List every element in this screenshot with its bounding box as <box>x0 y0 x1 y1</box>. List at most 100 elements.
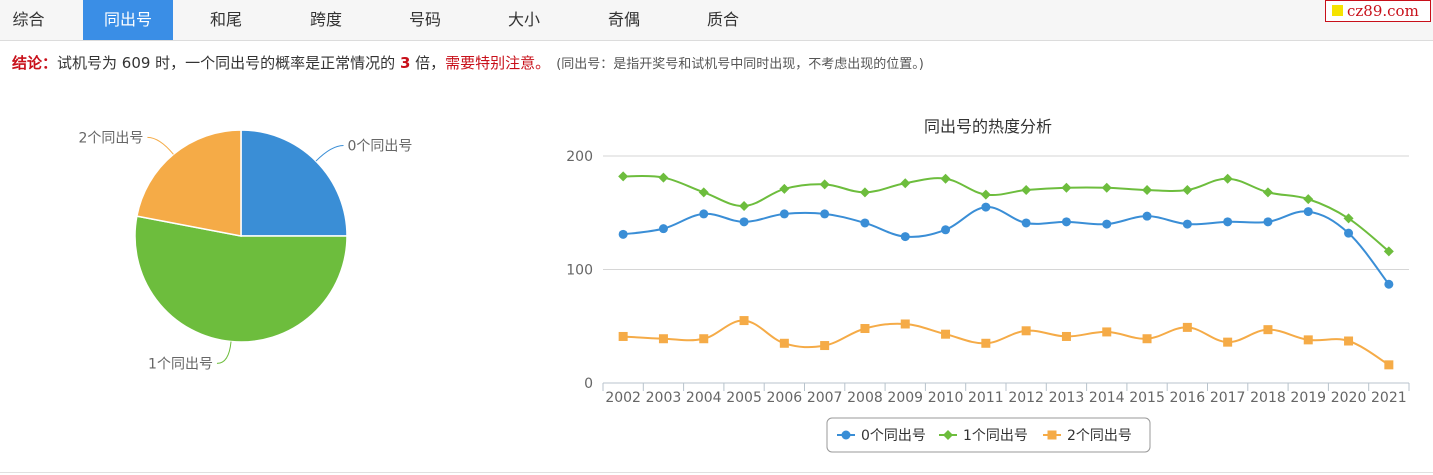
data-point <box>1061 182 1072 193</box>
data-point <box>981 338 991 348</box>
pie-slice <box>136 129 242 237</box>
data-point <box>658 334 668 344</box>
data-point <box>1021 218 1031 228</box>
data-point <box>900 319 910 329</box>
conclusion-multiple: 3 <box>399 54 411 72</box>
tab-span[interactable]: 跨度 <box>309 10 342 29</box>
series-line <box>623 319 1390 366</box>
pie-leader-line <box>147 136 174 155</box>
data-point <box>941 225 951 235</box>
x-tick-label: 2013 <box>1049 390 1085 406</box>
x-tick-label: 2017 <box>1210 390 1246 406</box>
data-point <box>739 200 750 211</box>
pie-label: 2个同出号 <box>78 130 143 146</box>
data-point <box>1343 213 1354 224</box>
x-tick-label: 2015 <box>1129 390 1165 406</box>
x-tick-label: 2008 <box>847 390 883 406</box>
x-tick-label: 2011 <box>968 390 1004 406</box>
data-point <box>779 183 790 194</box>
data-point <box>1384 360 1394 370</box>
tab-prime-composite[interactable]: 质合 <box>706 10 739 29</box>
data-point <box>1142 334 1152 344</box>
legend-marker <box>943 430 953 440</box>
data-point <box>1263 217 1273 227</box>
pie-leader-line <box>315 144 344 162</box>
data-point <box>1223 217 1233 227</box>
legend-box <box>826 417 1151 453</box>
data-point <box>1384 279 1394 289</box>
conclusion-warning: 需要特别注意。 <box>445 54 551 72</box>
legend-label: 1个同出号 <box>963 428 1028 444</box>
pie-label: 0个同出号 <box>348 138 413 154</box>
data-point <box>618 229 628 239</box>
pie-leader-line <box>216 341 232 364</box>
tab-sum-tail[interactable]: 和尾 <box>209 10 242 29</box>
data-point <box>1102 219 1112 229</box>
conclusion-note: (同出号：是指开奖号和试机号中同时出现，不考虑出现的位置。) <box>556 57 924 72</box>
x-tick-label: 2009 <box>887 390 923 406</box>
x-tick-label: 2019 <box>1290 390 1326 406</box>
pie-label: 1个同出号 <box>148 356 213 372</box>
data-point <box>940 173 951 184</box>
data-point <box>779 209 789 219</box>
data-point <box>1303 207 1313 217</box>
data-point <box>1303 194 1314 205</box>
data-point <box>1061 331 1071 341</box>
data-point <box>1303 335 1313 345</box>
x-tick-label: 2020 <box>1331 390 1367 406</box>
tab-odd-even[interactable]: 奇偶 <box>607 10 640 29</box>
data-point <box>658 224 668 234</box>
data-point <box>699 209 709 219</box>
data-point <box>820 341 830 351</box>
x-tick-label: 2002 <box>605 390 641 406</box>
data-point <box>1262 187 1273 198</box>
logo-square-icon <box>1332 5 1343 16</box>
data-point <box>1102 327 1112 337</box>
data-point <box>699 334 709 344</box>
legend-marker <box>1047 430 1057 440</box>
data-point <box>1222 173 1233 184</box>
x-tick-label: 2021 <box>1371 390 1407 406</box>
site-logo[interactable]: cz89.com <box>1325 0 1431 22</box>
x-tick-label: 2010 <box>928 390 964 406</box>
logo-text: cz89.com <box>1347 2 1419 20</box>
x-tick-label: 2007 <box>807 390 843 406</box>
series-line <box>623 206 1390 285</box>
tab-numbers[interactable]: 号码 <box>408 10 441 29</box>
data-point <box>1344 336 1354 346</box>
data-point <box>900 232 910 242</box>
data-point <box>1182 322 1192 332</box>
legend-label: 0个同出号 <box>861 428 926 444</box>
legend-marker <box>841 430 851 440</box>
data-point <box>1142 211 1152 221</box>
data-point <box>1021 185 1032 196</box>
data-point <box>658 172 669 183</box>
data-point <box>820 209 830 219</box>
y-tick-label: 200 <box>566 149 593 165</box>
data-point <box>1101 182 1112 193</box>
data-point <box>1223 337 1233 347</box>
data-point <box>860 324 870 334</box>
data-point <box>819 179 830 190</box>
tab-overview[interactable]: 综合 <box>12 10 45 29</box>
pie-slice <box>240 129 348 237</box>
data-point <box>739 316 749 326</box>
data-point <box>779 338 789 348</box>
data-point <box>1383 246 1394 257</box>
tab-big-small[interactable]: 大小 <box>507 10 540 29</box>
data-point <box>698 187 709 198</box>
bottom-divider <box>0 472 1433 473</box>
conclusion-text: 试机号为 609 时，一个同出号的概率是正常情况的 <box>57 54 400 72</box>
x-tick-label: 2004 <box>686 390 722 406</box>
data-point <box>981 202 991 212</box>
data-point <box>739 217 749 227</box>
pie-chart: 0个同出号 1个同出号 2个同出号 <box>78 129 413 372</box>
x-tick-label: 2003 <box>646 390 682 406</box>
tab-bar: 综合 同出号 和尾 跨度 号码 大小 奇偶 质合 cz89.com <box>0 0 1433 41</box>
data-point <box>941 329 951 339</box>
y-tick-label: 0 <box>584 376 593 392</box>
data-point <box>860 218 870 228</box>
x-tick-label: 2016 <box>1170 390 1206 406</box>
tab-common-numbers[interactable]: 同出号 <box>83 0 173 40</box>
data-point <box>1344 228 1354 238</box>
